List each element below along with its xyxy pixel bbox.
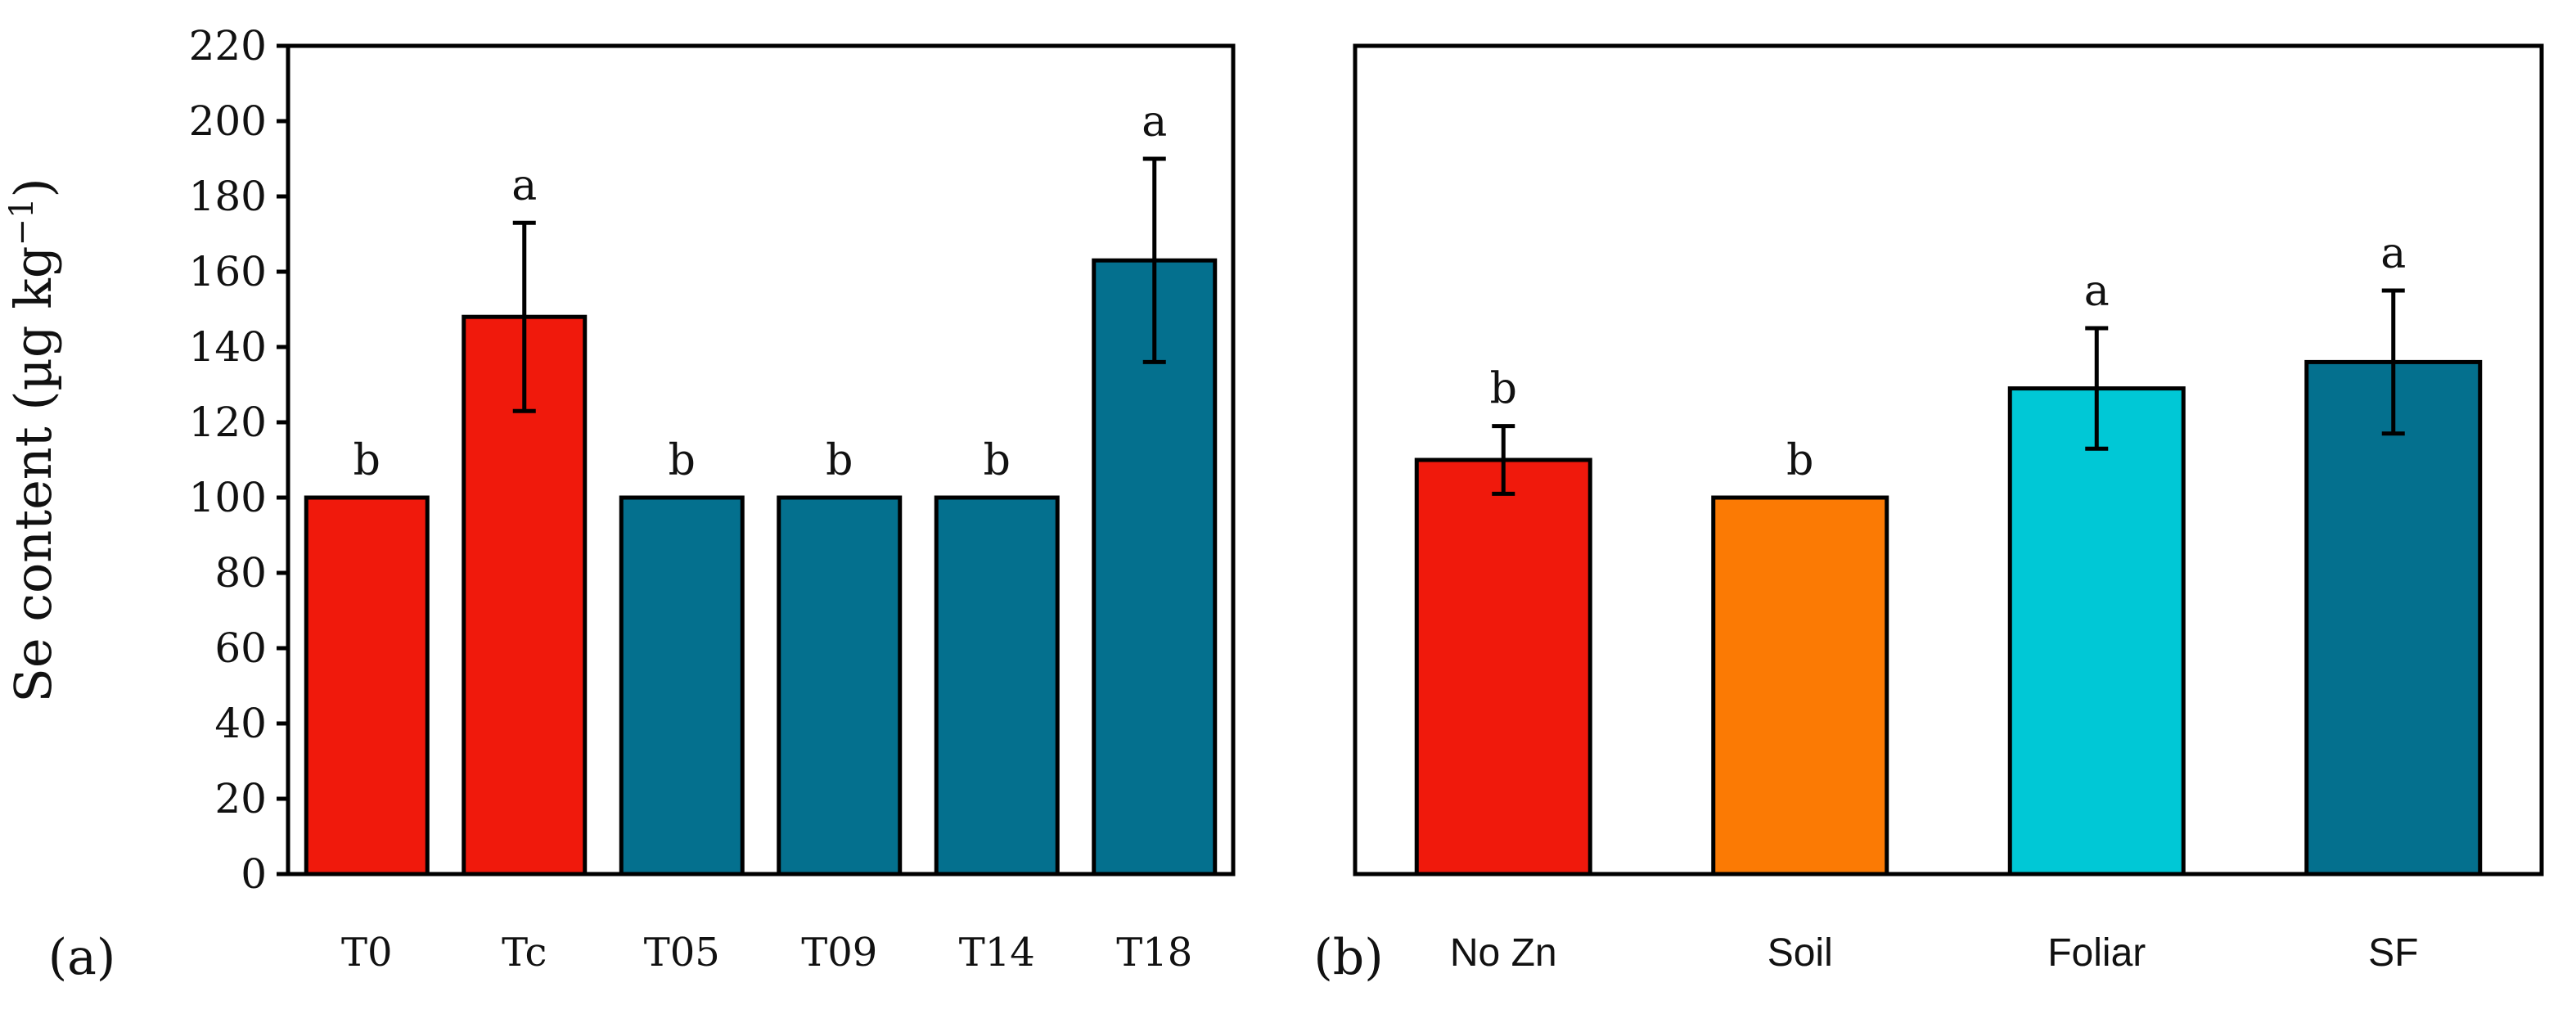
bar-soil bbox=[1711, 495, 1889, 877]
bar-no-zn bbox=[1414, 457, 1592, 877]
y-tick-label: 120 bbox=[189, 399, 267, 446]
x-tick-label: T05 bbox=[644, 930, 720, 976]
error-bar bbox=[1492, 424, 1515, 496]
significance-letter: b bbox=[984, 436, 1011, 485]
y-tick-label: 0 bbox=[241, 850, 267, 898]
plot-frame bbox=[1353, 43, 2544, 877]
significance-letter: a bbox=[1142, 97, 1167, 146]
x-tick-label: Soil bbox=[1768, 931, 1833, 975]
bar-foliar bbox=[2007, 386, 2186, 877]
significance-letter: a bbox=[2380, 229, 2406, 278]
y-axis-label-superscript: −1 bbox=[3, 198, 41, 246]
significance-letter: b bbox=[354, 436, 381, 485]
y-tick-label: 20 bbox=[214, 775, 267, 822]
y-tick-label: 80 bbox=[214, 549, 267, 597]
error-bar bbox=[512, 220, 536, 413]
panel-label: (b) bbox=[1313, 929, 1383, 986]
x-tick-label: T0 bbox=[341, 930, 393, 976]
x-tick-label: T18 bbox=[1116, 930, 1192, 976]
bar-t14 bbox=[934, 495, 1060, 877]
x-tick-label: No Zn bbox=[1450, 931, 1557, 975]
y-tick-label: 100 bbox=[189, 474, 267, 521]
bar-t05 bbox=[619, 495, 745, 877]
y-axis-label: Se content (µg kg−1) bbox=[3, 178, 63, 702]
y-axis-label-close: ) bbox=[3, 178, 63, 197]
bar-sf bbox=[2304, 359, 2483, 877]
significance-letter: b bbox=[1490, 365, 1517, 414]
bar-t09 bbox=[777, 495, 903, 877]
error-bar bbox=[2381, 288, 2405, 436]
x-tick-label: Tc bbox=[502, 930, 547, 976]
y-tick-label: 160 bbox=[189, 248, 267, 295]
bar-t0 bbox=[304, 495, 430, 877]
y-tick-label: 60 bbox=[214, 624, 267, 672]
x-tick-label: Foliar bbox=[2047, 931, 2146, 975]
panel-label: (a) bbox=[48, 929, 116, 986]
significance-letter: a bbox=[2084, 267, 2110, 316]
svg-text:Se content (µg kg−1): Se content (µg kg−1) bbox=[3, 178, 63, 702]
error-bar bbox=[2085, 326, 2109, 451]
plot-frame bbox=[286, 43, 1236, 877]
x-tick-label: T09 bbox=[801, 930, 877, 976]
y-tick-label: 140 bbox=[189, 323, 267, 371]
significance-letter: a bbox=[511, 161, 537, 210]
y-tick-label: 180 bbox=[189, 173, 267, 220]
significance-letter: b bbox=[826, 436, 853, 485]
y-axis-label-main: Se content (µg kg bbox=[3, 246, 63, 703]
panel-a: b T0 a Tc b T05 b T09 b T14 a T18 0 20 40 60 80 100 120 140… bbox=[48, 22, 1236, 986]
y-tick-label: 200 bbox=[189, 97, 267, 145]
significance-letter: b bbox=[669, 436, 696, 485]
y-tick-label: 40 bbox=[214, 700, 267, 747]
error-bar bbox=[1142, 156, 1166, 364]
panel-b: b No Zn b Soil a Foliar a SF (b) bbox=[1313, 43, 2544, 986]
x-tick-label: SF bbox=[2368, 931, 2418, 975]
significance-letter: b bbox=[1786, 436, 1813, 485]
x-tick-label: T14 bbox=[959, 930, 1035, 976]
y-tick-label: 220 bbox=[189, 22, 267, 70]
